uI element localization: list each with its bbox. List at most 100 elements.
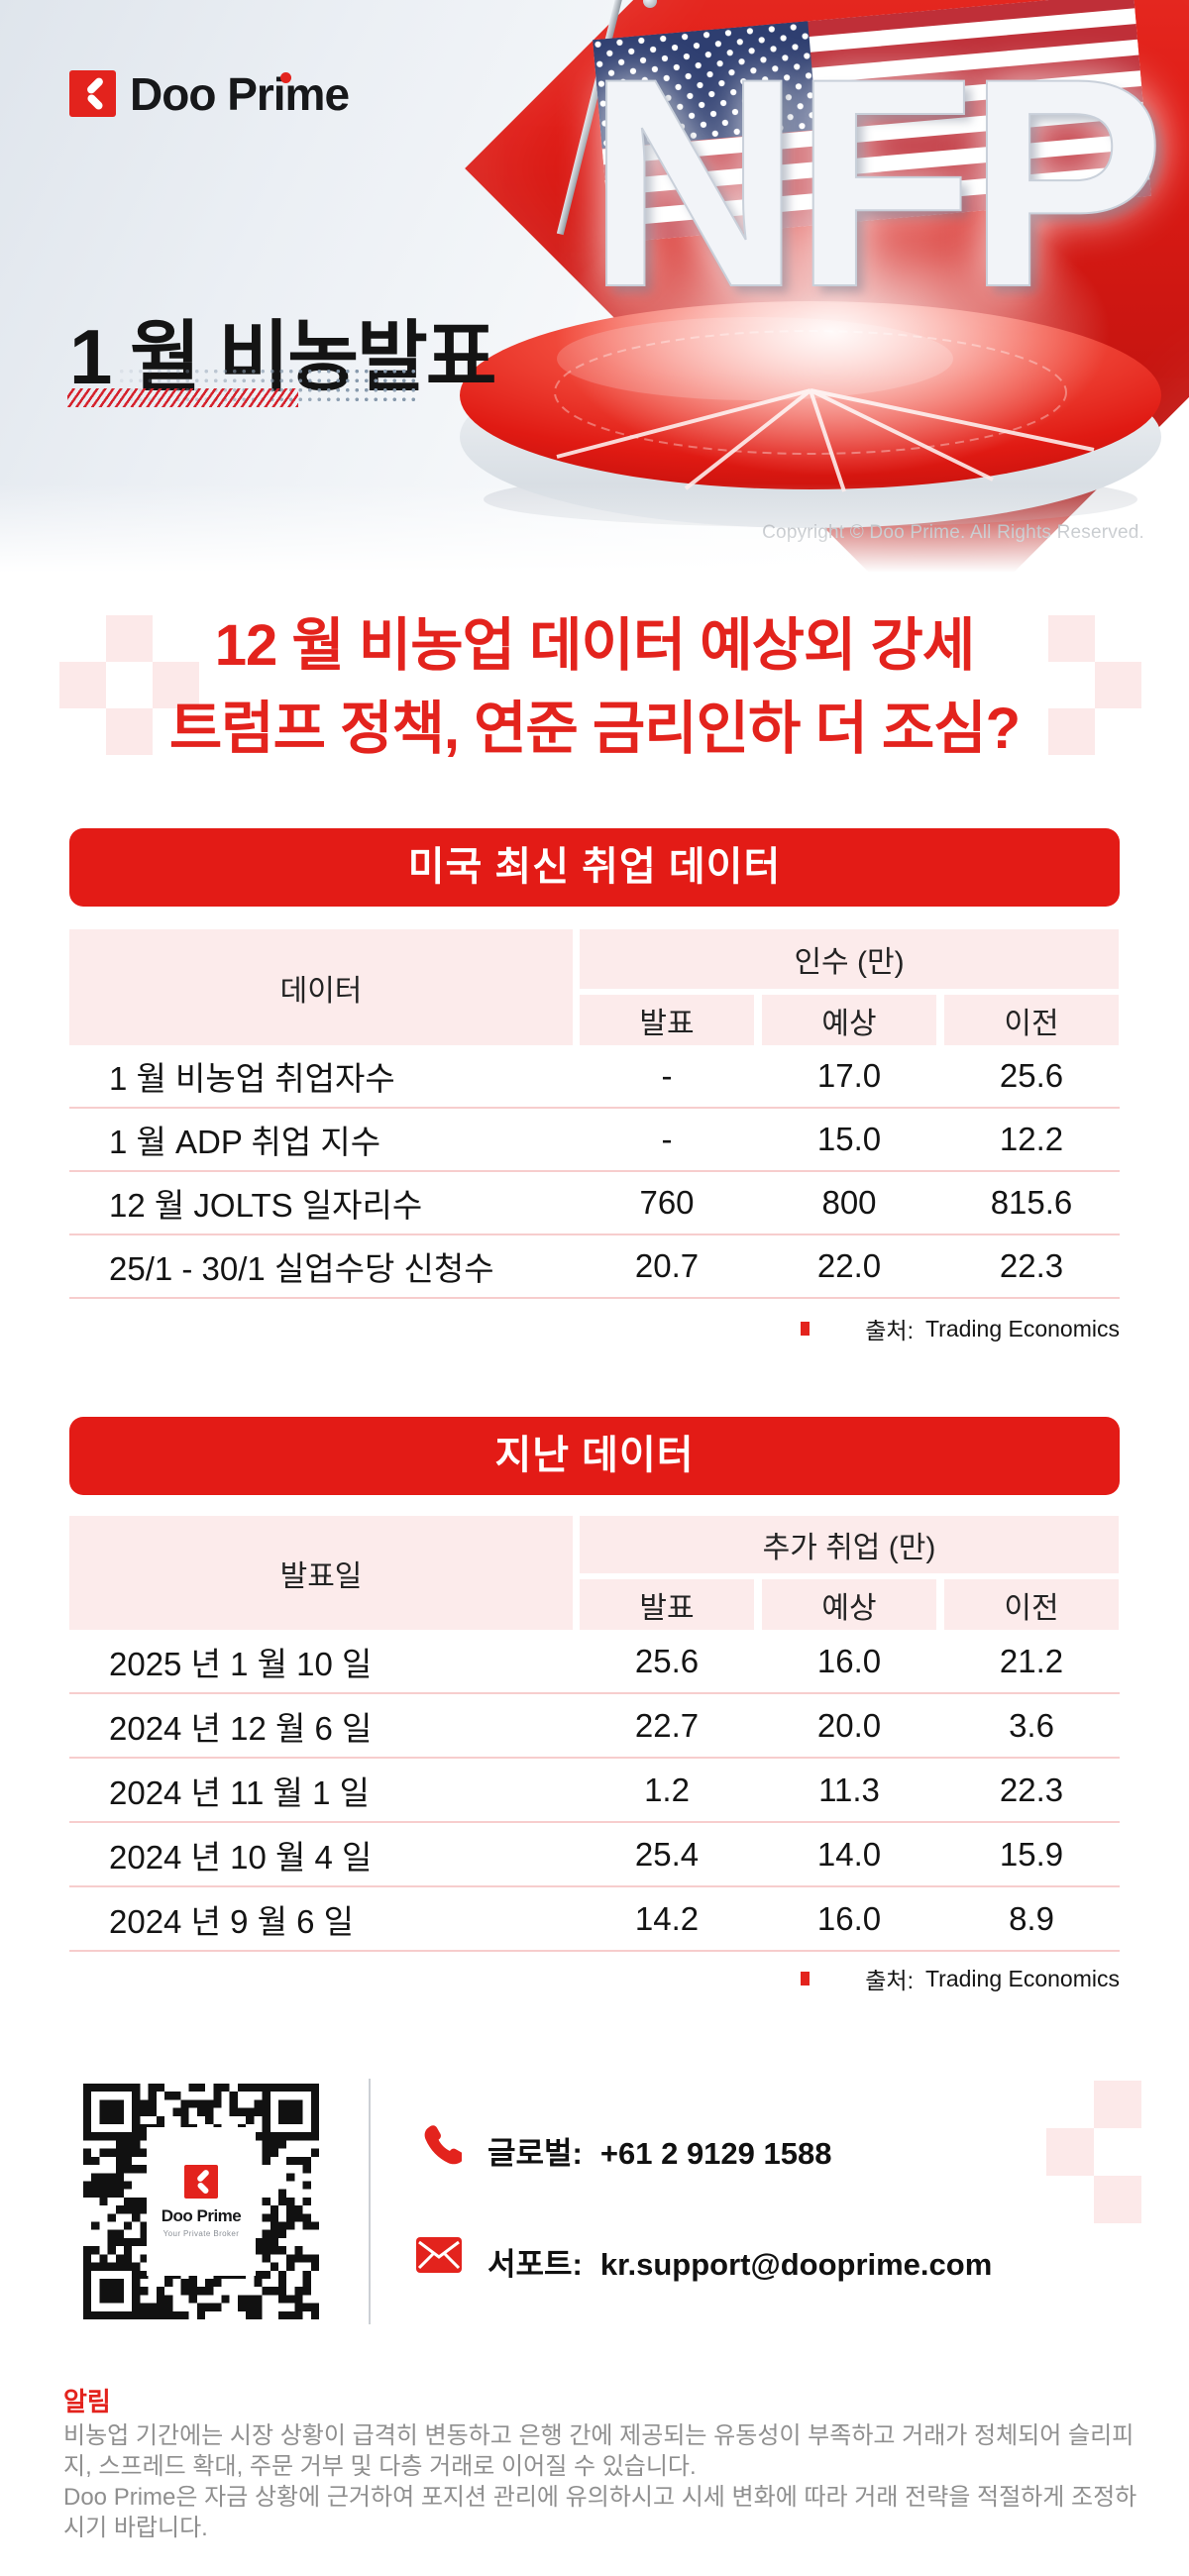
phone-row: 글로벌: +61 2 9129 1588 [487, 2128, 831, 2173]
table-row: 1 월 ADP 취업 지수 - 15.0 12.2 [69, 1109, 1120, 1172]
table-row: 2025 년 1 월 10 일 25.6 16.0 21.2 [69, 1630, 1120, 1694]
table1-banner: 미국 최신 취업 데이터 [69, 828, 1120, 907]
row-label: 12 월 JOLTS 일자리수 [109, 1187, 423, 1224]
notice-title: 알림 [63, 2387, 111, 2416]
row-value: 25.6 [634, 1642, 700, 1679]
row-value: 21.2 [999, 1642, 1064, 1679]
table2-col-previous: 이전 [944, 1579, 1119, 1630]
row-value: 14.0 [816, 1835, 882, 1873]
footer-divider [369, 2079, 371, 2324]
table2-header: 발표일 추가 취업 (만) 발표 예상 이전 [69, 1516, 1120, 1630]
row-value: 8.9 [1009, 1899, 1054, 1937]
row-value: 16.0 [816, 1642, 882, 1679]
row-value: 25.6 [999, 1057, 1064, 1094]
row-value: 25.4 [634, 1835, 700, 1873]
row-value: 800 [821, 1184, 877, 1221]
email-address: kr.support@dooprime.com [599, 2247, 993, 2282]
flag-pole-finial [643, 0, 657, 8]
row-value: 15.0 [816, 1121, 882, 1157]
table2-source: 출처: Trading Economics [69, 1965, 1120, 1993]
checker-decoration-right [1048, 615, 1141, 755]
row-value: - [661, 1057, 673, 1094]
qr-brand-name: Doo Prime [161, 2206, 242, 2225]
row-label: 2024 년 9 월 6 일 [109, 1902, 355, 1940]
row-value: 1.2 [644, 1771, 690, 1808]
phone-icon [424, 2125, 462, 2165]
email-icon [416, 2237, 462, 2273]
doo-prime-logo-icon [184, 2165, 218, 2199]
phone-number: +61 2 9129 1588 [599, 2136, 832, 2171]
doo-prime-logo-icon [69, 70, 116, 117]
table-row: 2024 년 11 월 1 일 1.2 11.3 22.3 [69, 1759, 1120, 1823]
row-value: - [661, 1121, 673, 1157]
table1-col-announced: 발표 [580, 995, 754, 1045]
stripes-decoration [67, 388, 298, 407]
row-label: 1 월 ADP 취업 지수 [109, 1124, 381, 1160]
row-value: 14.2 [634, 1899, 700, 1937]
table2-col-first: 발표일 [69, 1516, 573, 1630]
source-bullet-icon [801, 1972, 811, 1986]
table1-header: 데이터 인수 (만) 발표 예상 이전 [69, 929, 1120, 1045]
headline-line-1: 12 월 비농업 데이터 예상외 강세 [214, 613, 975, 678]
table-row: 1 월 비농업 취업자수 - 17.0 25.6 [69, 1045, 1120, 1109]
row-value: 3.6 [1009, 1706, 1054, 1744]
row-value: 16.0 [816, 1899, 882, 1937]
email-label: 서포트: [487, 2247, 583, 2282]
table1-source: 출처: Trading Economics [69, 1315, 1120, 1343]
headline: 12 월 비농업 데이터 예상외 강세 트럼프 정책, 연준 금리인하 더 조심… [0, 604, 1189, 771]
source-label: 출처: [865, 1318, 914, 1343]
table-row: 2024 년 12 월 6 일 22.7 20.0 3.6 [69, 1694, 1120, 1759]
table2-col-announced: 발표 [580, 1579, 754, 1630]
source-bullet-icon [801, 1322, 811, 1336]
hero-glow [555, 188, 1110, 476]
qr-code: Doo Prime Your Private Broker [83, 2084, 319, 2319]
table1-col-first: 데이터 [69, 929, 573, 1045]
table-row: 25/1 - 30/1 실업수당 신청수 20.7 22.0 22.3 [69, 1235, 1120, 1299]
row-value: 15.9 [999, 1835, 1064, 1873]
row-label: 2024 년 12 월 6 일 [109, 1709, 373, 1747]
row-label: 1 월 비농업 취업자수 [109, 1060, 395, 1097]
row-value: 20.7 [634, 1247, 700, 1284]
row-value: 815.6 [990, 1184, 1073, 1221]
table-row: 2024 년 9 월 6 일 14.2 16.0 8.9 [69, 1887, 1120, 1952]
hero-fade [0, 483, 1189, 573]
row-value: 22.3 [999, 1771, 1064, 1808]
brand-i-dot [280, 72, 291, 83]
table2-body: 2025 년 1 월 10 일 25.6 16.0 21.2 2024 년 12… [69, 1630, 1120, 1952]
row-value: 17.0 [816, 1057, 882, 1094]
row-value: 12.2 [999, 1121, 1064, 1157]
source-value: Trading Economics [924, 1965, 1120, 1991]
table-row: 12 월 JOLTS 일자리수 760 800 815.6 [69, 1172, 1120, 1235]
row-value: 22.3 [999, 1247, 1064, 1284]
qr-brand-tagline: Your Private Broker [162, 2229, 240, 2238]
row-value: 22.7 [634, 1706, 700, 1744]
row-label: 25/1 - 30/1 실업수당 신청수 [109, 1250, 494, 1287]
us-flag-illustration [593, 0, 1151, 244]
notice-paragraph-1: 비농업 기간에는 시장 상황이 급격히 변동하고 은행 간에 제공되는 유동성이… [63, 2422, 1135, 2480]
brand-name: Doo Prime [130, 68, 350, 120]
table-row: 2024 년 10 월 4 일 25.4 14.0 15.9 [69, 1823, 1120, 1887]
row-label: 2024 년 11 월 1 일 [109, 1773, 370, 1811]
phone-label: 글로벌: [487, 2136, 583, 2171]
row-value: 22.0 [816, 1247, 882, 1284]
table2-banner: 지난 데이터 [69, 1417, 1120, 1495]
table1-col-previous: 이전 [944, 995, 1119, 1045]
table1-col-group: 인수 (만) [580, 929, 1119, 989]
row-value: 760 [639, 1184, 695, 1221]
row-value: 11.3 [818, 1771, 880, 1808]
notice-paragraph-2: Doo Prime은 자금 상황에 근거하여 포지션 관리에 유의하시고 시세 … [63, 2484, 1137, 2541]
nfp-3d-text: NFP [586, 16, 1166, 349]
qr-center-logo: Doo Prime Your Private Broker [147, 2127, 256, 2276]
table2-col-expected: 예상 [762, 1579, 936, 1630]
table1-col-expected: 예상 [762, 995, 936, 1045]
table1-body: 1 월 비농업 취업자수 - 17.0 25.6 1 월 ADP 취업 지수 -… [69, 1045, 1120, 1299]
email-row: 서포트: kr.support@dooprime.com [487, 2239, 992, 2284]
row-value: 20.0 [816, 1706, 882, 1744]
hero-section: NFP Copyright © Doo Prime. All Rights Re… [0, 0, 1189, 573]
source-value: Trading Economics [924, 1315, 1120, 1342]
checker-decoration-footer [1046, 2081, 1141, 2223]
headline-line-2: 트럼프 정책, 연준 금리인하 더 조심? [168, 697, 1021, 761]
source-label: 출처: [865, 1968, 914, 1993]
row-label: 2024 년 10 월 4 일 [109, 1838, 373, 1876]
